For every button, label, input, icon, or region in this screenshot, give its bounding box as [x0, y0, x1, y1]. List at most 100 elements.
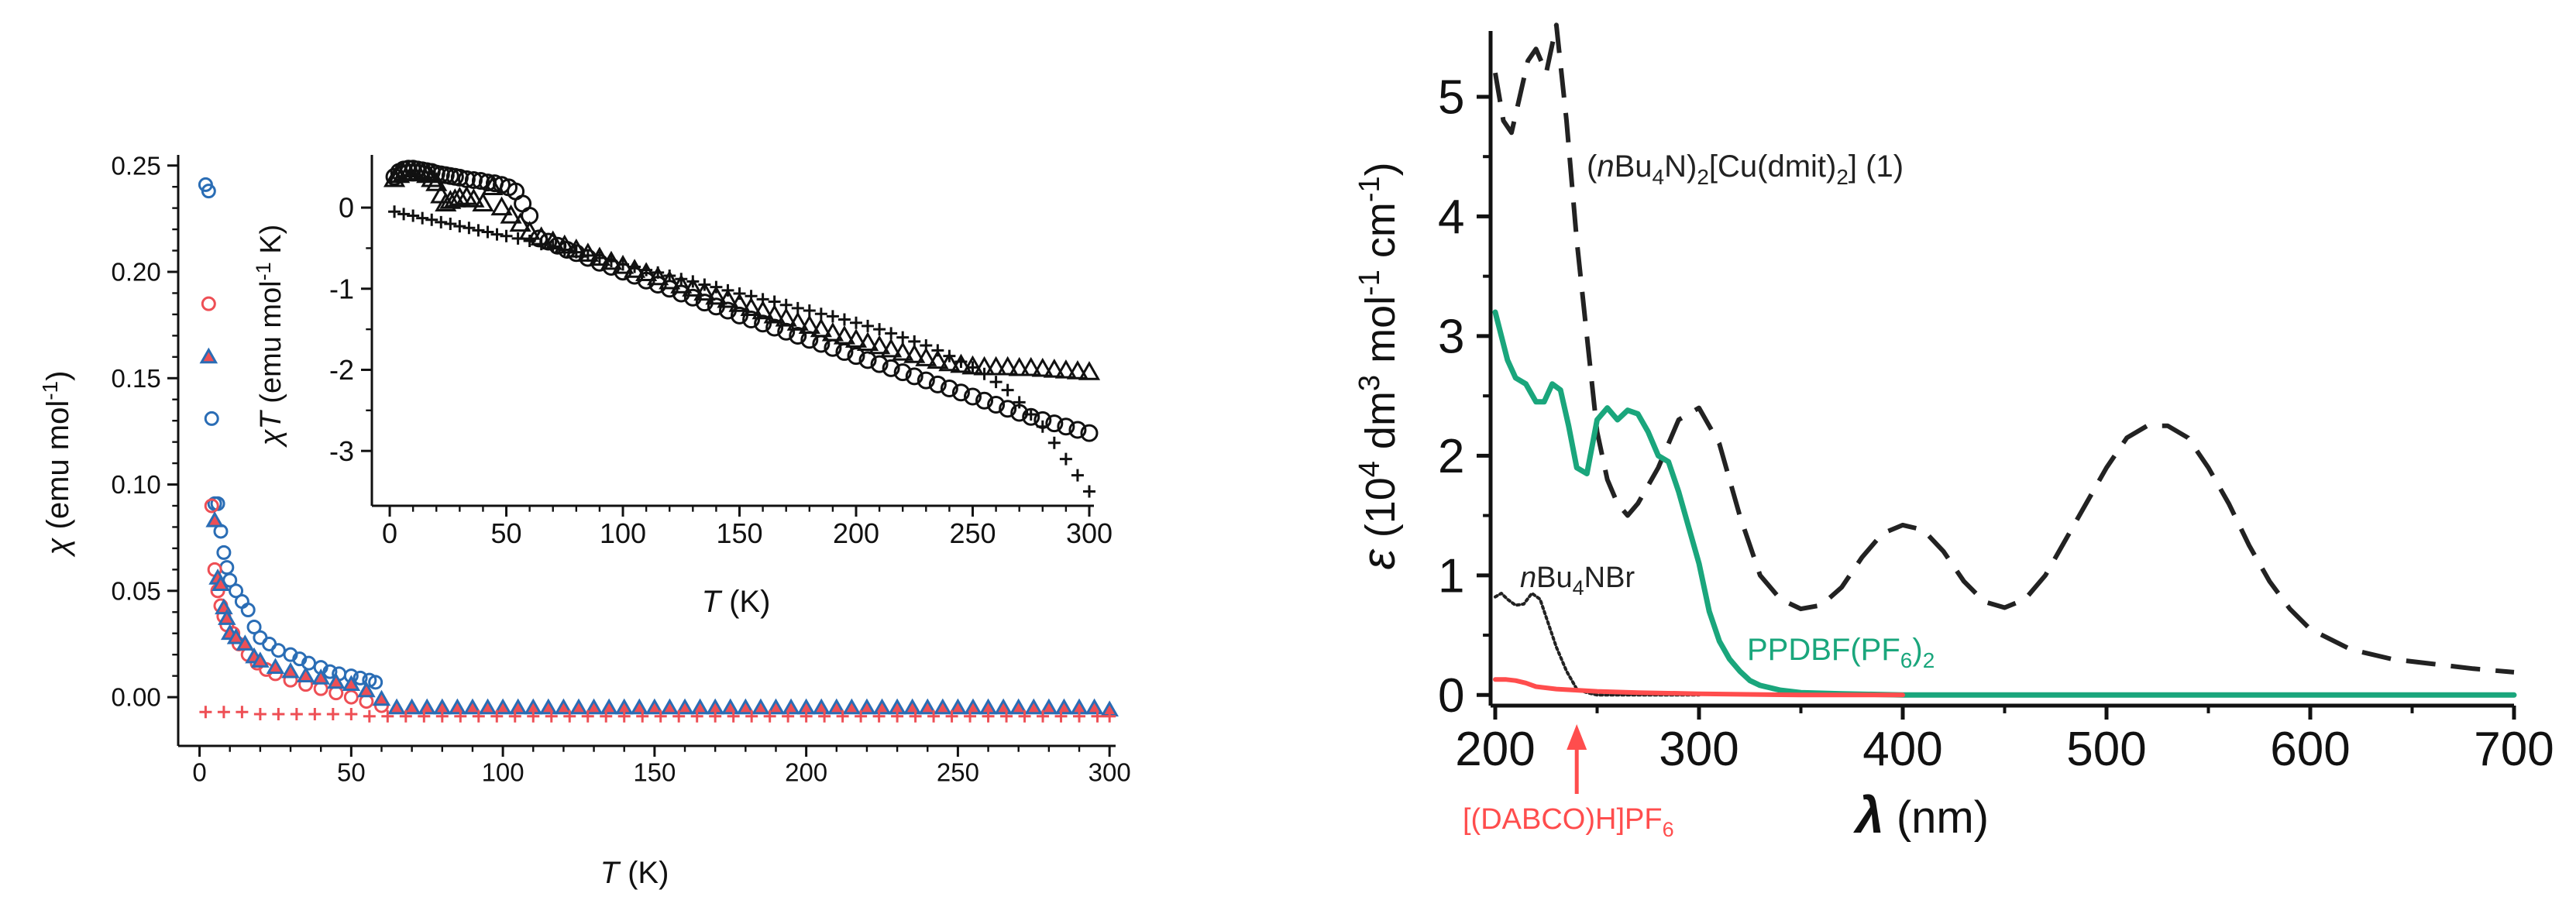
left-point-cross	[472, 709, 485, 723]
left-point-triangle	[569, 698, 588, 715]
left-point-triangle	[751, 698, 770, 715]
inset-point-circle	[999, 400, 1017, 418]
inset-point-circle	[870, 355, 889, 373]
left-point-cross	[1054, 709, 1068, 723]
left-point-cross	[782, 709, 795, 723]
inset-point-circle	[765, 318, 784, 337]
left-point-cross	[727, 709, 740, 723]
right-chart-y-tick-label: 3	[1438, 311, 1464, 364]
right-chart-axes: 200 300 400 500 600 700 0 1 2 3 4 5	[1438, 31, 2554, 776]
inset-point-cross	[826, 310, 839, 323]
inset-point-cross	[546, 240, 559, 253]
left-point-circle	[204, 498, 219, 514]
right-chart-y-tick-label: 0	[1438, 669, 1464, 723]
inset-point-cross	[463, 222, 476, 235]
left-point-circle	[353, 670, 368, 685]
left-point-triangle	[858, 698, 876, 715]
inset-point-cross	[1001, 383, 1014, 397]
inset-point-triangle	[1043, 358, 1065, 378]
left-point-cross	[927, 709, 941, 723]
inset-point-cross	[453, 220, 466, 233]
inset-point-circle	[789, 326, 807, 345]
left-point-triangle	[736, 698, 755, 715]
left-y-axis-sup: -1	[38, 381, 62, 400]
left-point-triangle	[934, 698, 952, 715]
inset-point-circle	[1045, 414, 1064, 433]
left-chart-y-tick-label: 0.10	[112, 470, 161, 499]
inset-point-circle	[521, 207, 539, 225]
annotation-sub: 6	[1900, 648, 1913, 672]
inset-x-axis-label: T (K)	[702, 585, 771, 619]
left-point-triangle	[251, 651, 270, 668]
left-point-triangle	[236, 634, 255, 651]
inset-point-cross	[733, 287, 746, 301]
left-point-circle	[204, 411, 219, 426]
inset-y-axis-sup: -1	[252, 262, 275, 280]
inset-x-axis-unit: (K)	[721, 585, 770, 619]
right-y-axis-sup: 4	[1353, 461, 1386, 477]
left-point-cross	[545, 709, 558, 723]
inset-point-circle	[683, 288, 702, 307]
left-point-triangle	[478, 698, 497, 715]
left-point-cross	[253, 708, 267, 721]
left-point-circle	[343, 689, 359, 705]
inset-point-triangle	[892, 341, 914, 361]
left-point-triangle	[660, 698, 679, 715]
right-series-line-nbu4nbr	[1494, 592, 1701, 697]
left-x-axis-symbol: T	[600, 856, 621, 890]
left-point-triangle	[281, 661, 300, 679]
inset-point-cross	[407, 209, 420, 222]
left-point-triangle	[494, 698, 512, 715]
inset-point-cross	[885, 327, 898, 340]
left-chart-x-tick-label: 250	[937, 758, 979, 786]
inset-point-cross	[745, 290, 758, 303]
left-y-axis-close: )	[41, 371, 75, 381]
inset-point-circle	[905, 367, 923, 386]
left-point-triangle	[964, 698, 982, 715]
left-point-cross	[654, 709, 667, 723]
left-point-triangle	[539, 698, 558, 715]
left-point-cross	[891, 709, 904, 723]
inset-point-cross	[768, 295, 781, 308]
inset-point-triangle	[383, 167, 406, 187]
left-point-circle	[219, 560, 235, 575]
inset-point-cross	[837, 313, 851, 326]
inset-point-triangle	[1031, 357, 1054, 377]
annotation-text: Bu	[1536, 562, 1572, 594]
left-point-cross	[763, 709, 776, 723]
inset-chart-series	[383, 160, 1101, 498]
inset-point-cross	[523, 234, 536, 247]
left-point-cross	[600, 709, 613, 723]
inset-point-triangle	[439, 190, 462, 209]
left-point-cross	[236, 706, 249, 719]
left-point-triangle	[387, 698, 406, 715]
left-point-cross	[672, 709, 686, 723]
inset-y-axis-close: K)	[255, 225, 287, 263]
inset-point-cross	[617, 258, 630, 271]
inset-point-circle	[754, 314, 772, 333]
inset-point-cross	[581, 249, 594, 262]
inset-point-cross	[425, 213, 439, 226]
right-y-axis-label: ε (104 dm3 mol-1 cm-1)	[1353, 162, 1405, 569]
inset-point-cross	[920, 339, 933, 352]
inset-point-circle	[951, 383, 970, 402]
left-point-triangle	[842, 698, 862, 715]
inset-point-cross	[490, 228, 504, 241]
left-point-cross	[855, 709, 868, 723]
inset-point-cross	[444, 218, 457, 230]
annotation-nbu4nbr: nBu4NBr	[1520, 562, 1635, 600]
inset-point-circle	[893, 363, 912, 382]
inset-point-cross	[663, 270, 676, 283]
left-point-cross	[636, 709, 649, 723]
inset-point-cross	[989, 376, 1003, 389]
left-point-cross	[709, 709, 722, 723]
right-chart-x-tick-label: 400	[1862, 723, 1942, 776]
inset-point-circle	[812, 335, 831, 353]
inset-point-cross	[1024, 408, 1037, 421]
inset-point-circle	[975, 391, 994, 410]
inset-chart-x-tick-label: 250	[949, 517, 996, 549]
left-point-triangle	[721, 698, 740, 715]
inset-point-circle	[1057, 417, 1075, 436]
left-point-triangle	[266, 658, 285, 675]
